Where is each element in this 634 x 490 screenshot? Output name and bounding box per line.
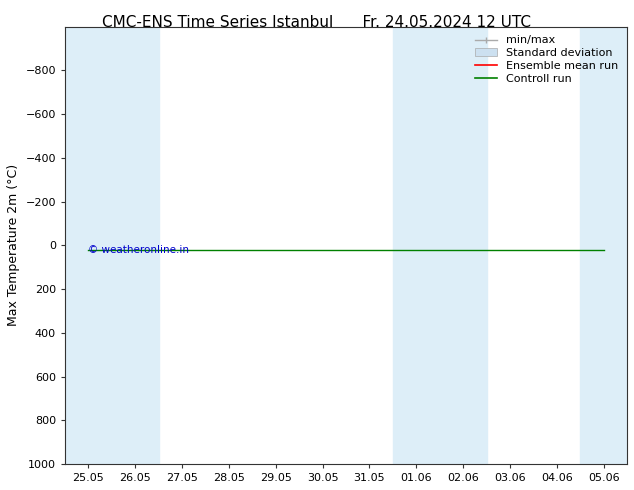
Y-axis label: Max Temperature 2m (°C): Max Temperature 2m (°C) [7, 164, 20, 326]
Bar [112, 26, 158, 464]
Legend: min/max, Standard deviation, Ensemble mean run, Controll run: min/max, Standard deviation, Ensemble me… [470, 31, 623, 88]
Bar [65, 26, 112, 464]
Bar [440, 26, 486, 464]
Bar [393, 26, 440, 464]
Text: CMC-ENS Time Series Istanbul      Fr. 24.05.2024 12 UTC: CMC-ENS Time Series Istanbul Fr. 24.05.2… [103, 15, 531, 30]
Bar [580, 26, 627, 464]
Text: © weatheronline.in: © weatheronline.in [89, 245, 190, 255]
